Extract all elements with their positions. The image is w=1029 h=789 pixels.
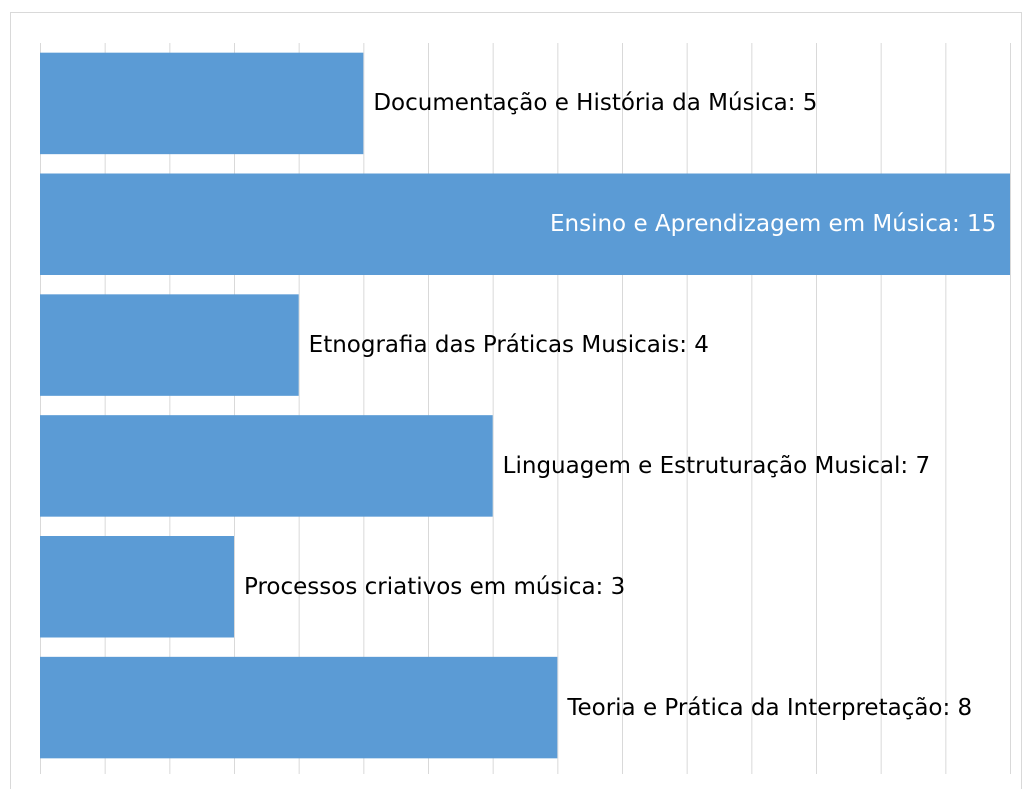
data-label: Teoria e Prática da Interpretação: 8 [567,694,973,721]
bar [40,656,558,759]
data-label: Etnografia das Práticas Musicais: 4 [308,332,709,359]
data-label: Processos criativos em música: 3 [244,573,626,600]
bar [40,415,493,517]
bar [40,173,1010,275]
bar [40,536,234,638]
data-label: Documentação e História da Música: 5 [373,90,818,117]
bar [40,52,364,155]
data-label: Ensino e Aprendizagem em Música: 15 [550,211,997,238]
data-label: Linguagem e Estruturação Musical: 7 [502,452,931,479]
bar [40,294,299,396]
